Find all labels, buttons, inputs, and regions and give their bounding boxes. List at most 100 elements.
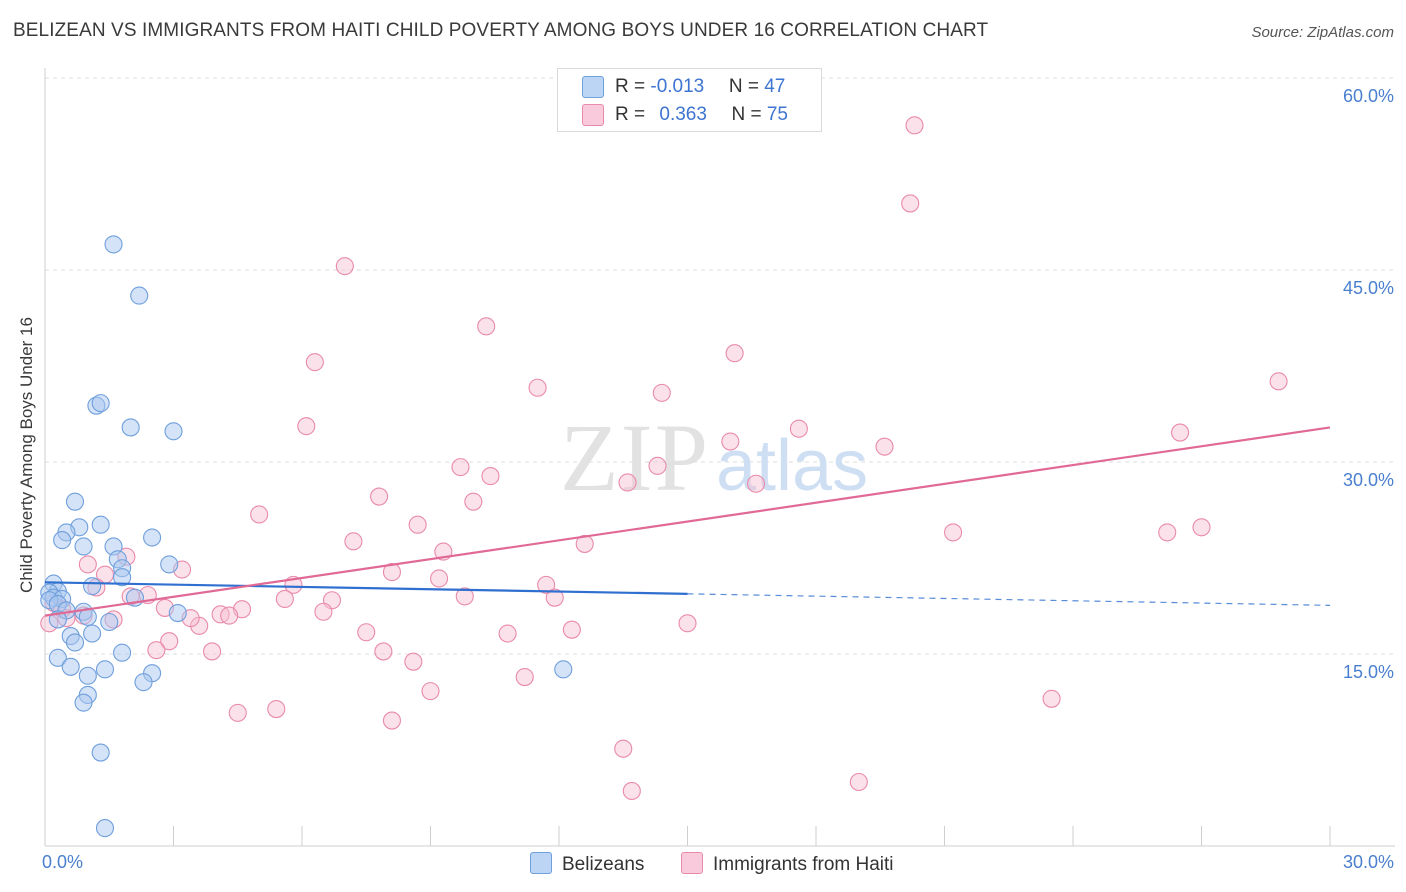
point-haiti [220, 606, 239, 625]
point-haiti [648, 456, 667, 475]
point-belizeans [160, 555, 179, 574]
y-tick-label: 60.0% [1342, 86, 1394, 106]
point-belizeans [143, 528, 162, 547]
point-haiti [1171, 423, 1190, 442]
point-haiti [455, 587, 474, 606]
point-haiti [545, 588, 564, 607]
point-haiti [746, 474, 766, 493]
point-haiti [944, 523, 963, 542]
trend-line-belizeans [44, 581, 688, 595]
point-haiti [1042, 689, 1061, 708]
grid-lines [45, 77, 1395, 655]
legend-n-label: N = [731, 104, 767, 125]
point-haiti [297, 417, 316, 436]
point-haiti [875, 437, 894, 456]
point-belizeans [130, 286, 149, 305]
point-haiti [725, 344, 744, 363]
point-belizeans [65, 633, 85, 652]
legend-n-value: 75 [766, 104, 788, 125]
chart-source: Source: ZipAtlas.com [1251, 24, 1394, 41]
point-haiti [678, 614, 697, 633]
point-haiti [160, 632, 179, 651]
point-haiti [481, 467, 500, 486]
point-haiti [849, 772, 868, 792]
y-tick-label: 15.0% [1342, 662, 1394, 682]
bottom-legend-label-haiti: Immigrants from Haiti [713, 854, 894, 875]
point-haiti [528, 378, 547, 397]
point-haiti [147, 641, 166, 660]
point-haiti [344, 532, 363, 551]
point-belizeans [74, 693, 93, 712]
point-haiti [250, 505, 269, 524]
point-belizeans [91, 515, 110, 534]
point-belizeans [83, 624, 102, 643]
point-belizeans [65, 492, 85, 511]
point-haiti [498, 624, 517, 643]
point-belizeans [48, 648, 67, 667]
point-belizeans [91, 743, 110, 762]
watermark: ZIP atlas [560, 404, 868, 511]
watermark-zip: ZIP [560, 404, 710, 511]
point-haiti [370, 487, 389, 506]
legend-n-value: 47 [764, 76, 786, 97]
legend-swatch-belizeans [582, 76, 604, 98]
legend-r-value: -0.013 [650, 76, 705, 97]
point-haiti [78, 555, 97, 574]
bottom-legend-swatch-haiti [681, 852, 703, 874]
legend-r-label: R = [615, 104, 651, 125]
point-haiti [652, 383, 671, 402]
point-belizeans [100, 612, 119, 632]
bottom-legend-swatch-belizeans [530, 852, 552, 874]
point-haiti [404, 652, 423, 671]
point-belizeans [95, 660, 115, 679]
point-haiti [618, 473, 637, 492]
point-belizeans [91, 394, 110, 413]
point-haiti [575, 534, 594, 553]
point-belizeans [104, 235, 123, 254]
trend-line-belizeans-extension [687, 593, 1331, 606]
trend-line-haiti [44, 426, 1331, 617]
point-haiti [789, 419, 808, 438]
point-haiti [430, 569, 449, 588]
point-haiti [305, 353, 324, 372]
point-haiti [721, 432, 740, 451]
point-haiti [477, 317, 496, 336]
x-tick-label: 30.0% [1342, 852, 1394, 872]
point-haiti [562, 620, 581, 639]
point-belizeans [113, 568, 132, 587]
trend-lines [44, 426, 1331, 617]
point-haiti [451, 458, 470, 477]
bottom-legend-haiti: Immigrants from Haiti [681, 852, 894, 876]
point-haiti [267, 699, 286, 719]
point-haiti [228, 703, 247, 722]
point-belizeans [121, 418, 140, 437]
point-haiti [335, 257, 354, 276]
watermark-atlas: atlas [716, 426, 868, 506]
point-haiti [1192, 518, 1211, 537]
point-haiti [357, 623, 376, 642]
point-haiti [622, 781, 641, 801]
point-belizeans [554, 660, 573, 679]
point-belizeans [134, 673, 153, 692]
bottom-legend-belizeans: Belizeans [530, 852, 644, 876]
point-haiti [464, 492, 483, 511]
point-belizeans [113, 643, 132, 662]
point-belizeans [61, 657, 80, 676]
stats-legend: R = -0.013 N = 47 R = 0.363 N = 75 [557, 68, 822, 132]
point-haiti [382, 711, 402, 730]
x-tick-label: 0.0% [42, 852, 84, 872]
point-haiti [203, 642, 222, 661]
point-haiti [314, 602, 333, 621]
point-haiti [374, 642, 393, 661]
point-haiti [275, 589, 294, 609]
point-belizeans [83, 577, 102, 596]
point-haiti [515, 667, 534, 687]
point-haiti [614, 739, 633, 758]
point-haiti [1269, 372, 1288, 391]
y-tick-label: 45.0% [1342, 278, 1394, 298]
point-belizeans [168, 603, 187, 623]
point-haiti [901, 194, 920, 213]
point-belizeans [53, 531, 72, 550]
point-haiti [421, 682, 440, 701]
